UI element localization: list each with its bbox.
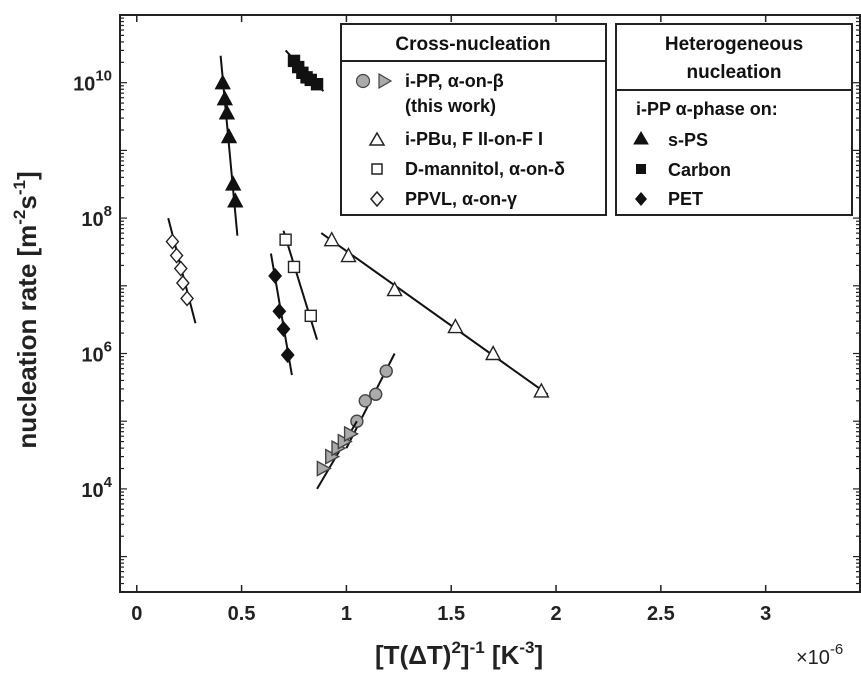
- data-point: [358, 394, 372, 408]
- axes-frame: [119, 14, 861, 593]
- legend-label-pet: PET: [668, 189, 703, 209]
- legend-label-ipp: i-PP, α-on-β: [405, 71, 504, 91]
- legend-label-ipbu: i-PBu, F II-on-F I: [405, 129, 543, 149]
- legend-cross-nucleation: Cross-nucleation i-PP, α-on-β (this work…: [340, 23, 607, 216]
- data-point: [214, 74, 231, 90]
- series-square-3: [279, 230, 319, 340]
- legend-marker-mannitol: [371, 163, 383, 175]
- legend-marker-ipbu: [368, 131, 386, 146]
- x-tick-label: 0: [131, 603, 142, 625]
- legend-label-carbon: Carbon: [668, 160, 731, 180]
- data-point: [369, 387, 383, 401]
- legend-title-cross: Cross-nucleation: [395, 34, 550, 55]
- x-tick-label: 1: [341, 603, 352, 625]
- y-tick-label: 1010: [73, 68, 112, 96]
- legend-title-hetero-1: Heterogeneous: [665, 34, 803, 55]
- series-triangle-up-5: [214, 55, 244, 236]
- data-point: [447, 318, 464, 334]
- axis-ticks: 0 0.5 1 1.5 2 2.5 3 104 106 108 1010: [73, 15, 860, 625]
- data-point: [379, 364, 393, 378]
- legend-label-mannitol: D-mannitol, α-on-δ: [405, 159, 565, 179]
- series-diamond-7: [268, 253, 295, 376]
- data-point: [340, 247, 357, 263]
- legend-marker-sps: [633, 131, 649, 145]
- legend-marker-ppvl: [370, 190, 384, 208]
- data-point: [304, 309, 317, 323]
- series-square-6: [284, 49, 325, 92]
- data-point: [323, 231, 340, 247]
- legend-marker-ipp-circle: [355, 73, 371, 89]
- data-point: [220, 128, 238, 144]
- data-point: [280, 346, 295, 364]
- x-tick-label: 2: [550, 603, 561, 625]
- data-point: [225, 175, 242, 191]
- data-point: [272, 303, 287, 320]
- data-point: [343, 425, 360, 443]
- x-axis-label: [T(ΔT)2]-1 [K-3]: [375, 638, 543, 670]
- fit-line: [320, 232, 549, 396]
- series-triangle-right-1: [316, 420, 360, 490]
- legend-label-this-work: (this work): [405, 96, 496, 116]
- data-point: [173, 260, 188, 277]
- legend-box-hetero: [615, 23, 853, 216]
- legend-marker-pet: [635, 192, 647, 206]
- data-point: [484, 345, 502, 361]
- data-point: [180, 290, 195, 307]
- legend-heterogeneous: Heterogeneous nucleation i-PP α-phase on…: [615, 23, 853, 216]
- data-point: [218, 104, 236, 120]
- data-point: [279, 233, 292, 246]
- y-tick-label: 108: [81, 203, 112, 231]
- series-diamond-4: [165, 217, 197, 324]
- data-point: [216, 90, 233, 106]
- x-tick-label: 1.5: [437, 603, 465, 625]
- y-axis-label: nucleation rate [m-2s-1]: [10, 171, 42, 448]
- legend-label-sps: s-PS: [668, 130, 708, 150]
- legend-box-cross: [340, 23, 607, 216]
- x-tick-label: 0.5: [228, 603, 256, 625]
- legend-title-hetero-2: nucleation: [686, 62, 781, 83]
- series-triangle-up-2: [320, 231, 550, 398]
- legend-subtitle-hetero: i-PP α-phase on:: [636, 99, 778, 119]
- data-point: [386, 281, 403, 297]
- plot-area: [165, 49, 550, 490]
- data-point: [175, 274, 190, 292]
- data-point: [276, 320, 291, 338]
- legend-marker-carbon: [636, 164, 646, 174]
- data-point: [169, 247, 184, 264]
- x-tick-label: 2.5: [647, 603, 675, 625]
- legend-label-ppvl: PPVL, α-on-γ: [405, 189, 517, 209]
- x-axis-multiplier: ×10-6: [796, 641, 843, 669]
- data-point: [310, 78, 324, 91]
- y-tick-label: 106: [81, 339, 112, 367]
- data-point: [533, 382, 550, 398]
- data-point: [287, 260, 301, 274]
- data-point: [316, 460, 332, 477]
- data-point: [165, 233, 180, 250]
- data-point: [227, 192, 244, 208]
- data-point: [268, 267, 283, 284]
- legend-marker-ipp-triangle: [378, 72, 393, 90]
- y-tick-label: 104: [81, 474, 112, 502]
- x-tick-label: 3: [760, 603, 771, 625]
